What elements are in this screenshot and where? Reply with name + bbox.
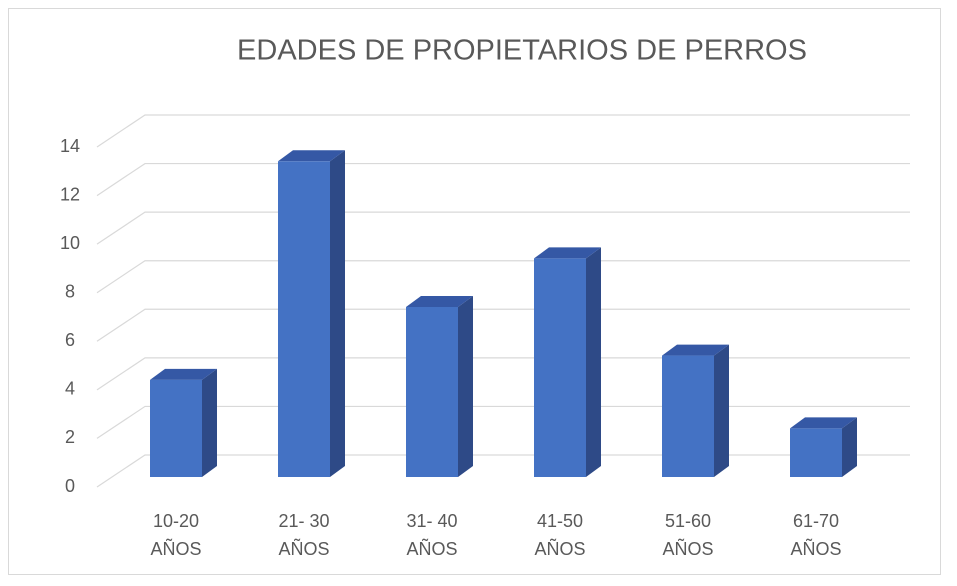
grid-line [96,211,910,245]
bar-top [662,344,729,356]
bar-top [150,368,217,380]
y-tick-label: 12 [60,184,80,204]
bar-top [790,417,857,429]
bar [150,379,202,477]
y-tick-label: 10 [60,233,80,253]
grid-line [96,405,910,439]
y-tick-label: 8 [65,281,75,301]
bar-top [534,247,601,259]
bar [662,355,714,477]
bar-side [330,150,345,478]
grid-line [96,162,910,197]
x-tick-label: 51-60 AÑOS [662,511,713,559]
bar-side [202,368,217,477]
y-tick-label: 2 [65,427,75,447]
grid-line [96,357,910,391]
grid-line [96,308,910,342]
bar-side [458,296,473,477]
y-tick-label: 0 [65,476,75,496]
grid-line [96,260,910,294]
grid-line [96,454,910,488]
x-tick-label: 41-50 AÑOS [534,511,585,559]
x-tick-label: 31- 40 AÑOS [406,511,457,559]
x-tick-label: 10-20 AÑOS [150,511,201,559]
x-tick-label: 21- 30 AÑOS [278,511,329,559]
chart-title: EDADES DE PROPIETARIOS DE PERROS [237,35,807,67]
x-tick-label: 61-70 AÑOS [790,511,841,559]
bar-top [278,150,345,162]
chart-border [8,8,941,575]
bar [790,428,842,477]
bar [278,161,330,478]
bar-side [714,344,729,477]
bar [406,307,458,477]
y-tick-label: 14 [60,136,80,156]
bar-side [842,417,857,477]
bar [534,258,586,477]
bar-side [586,247,601,477]
y-tick-label: 4 [65,379,75,399]
bar-top [406,296,473,307]
y-tick-label: 6 [65,330,75,350]
grid-line [96,114,910,148]
